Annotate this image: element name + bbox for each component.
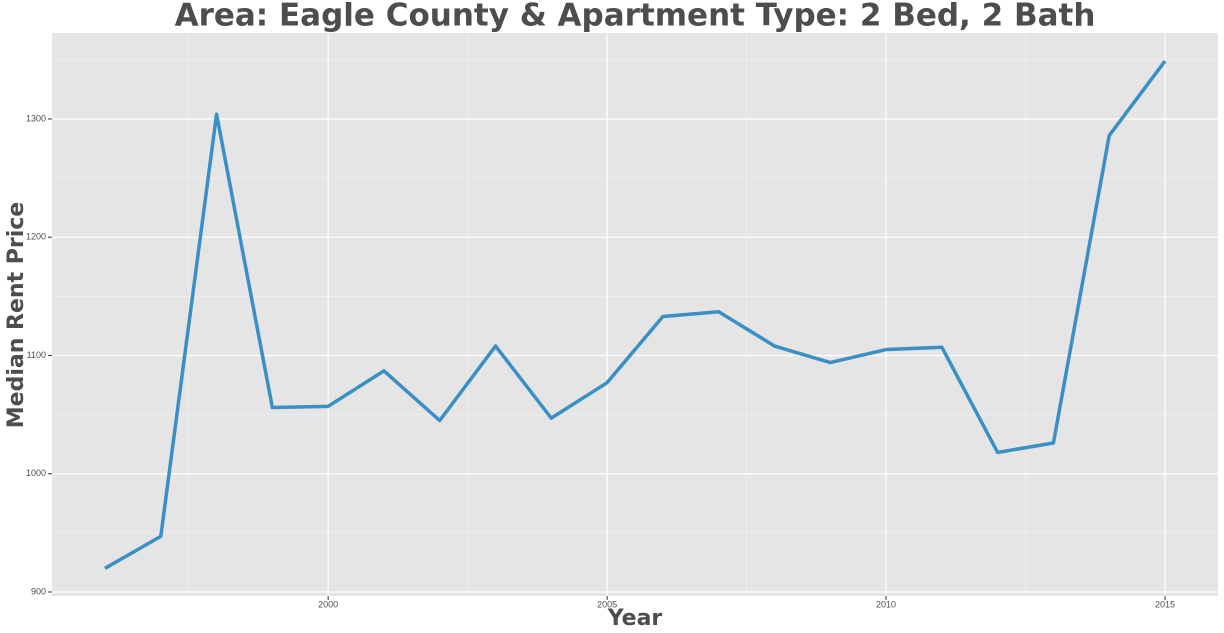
y-tick-label: 1100 bbox=[27, 350, 46, 360]
x-tick-label: 2000 bbox=[318, 599, 338, 609]
y-tick-label: 1200 bbox=[26, 232, 46, 242]
x-tick-label: 2010 bbox=[876, 599, 896, 609]
x-axis-title: Year bbox=[607, 606, 663, 631]
y-axis-title: Median Rent Price bbox=[4, 202, 29, 428]
x-tick-label: 2005 bbox=[597, 599, 617, 609]
plot-background bbox=[52, 33, 1218, 596]
y-tick-label: 1000 bbox=[26, 468, 46, 478]
y-tick-label: 1300 bbox=[26, 113, 46, 123]
chart-title: Area: Eagle County & Apartment Type: 2 B… bbox=[175, 0, 1096, 34]
data-line bbox=[104, 59, 1167, 570]
x-tick-label: 2015 bbox=[1155, 599, 1175, 609]
y-tick-label: 900 bbox=[31, 586, 46, 596]
